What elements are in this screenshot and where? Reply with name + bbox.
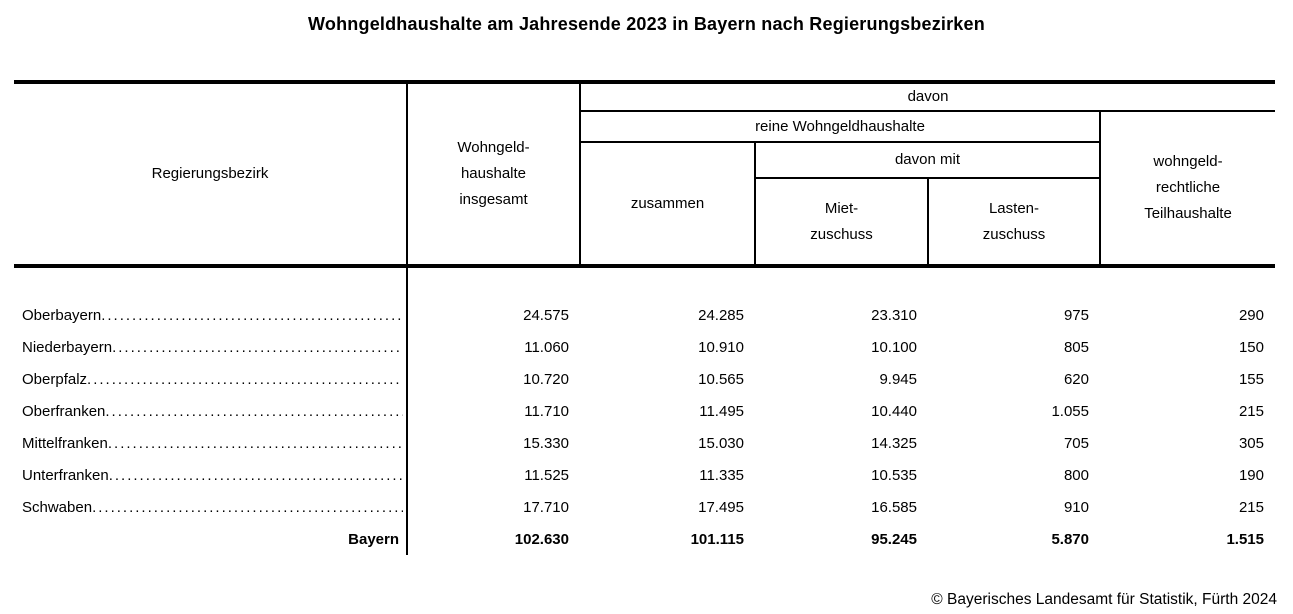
copyright-note: © Bayerisches Landesamt für Statistik, F… (931, 591, 1277, 608)
value-insgesamt: 11.525 (524, 466, 569, 484)
value-teilhaushalte: 215 (1238, 402, 1264, 420)
value-teilhaushalte: 215 (1238, 498, 1264, 516)
value-mietzuschuss: 10.440 (871, 402, 917, 420)
value-insgesamt: 11.710 (524, 402, 569, 420)
value-teilhaushalte: 155 (1238, 370, 1264, 388)
table-row: Oberbayern 24.575 24.285 23.310 975 290 (14, 299, 1275, 331)
dot-leader (92, 499, 403, 516)
value-teilhaushalte: 290 (1238, 306, 1264, 324)
value-insgesamt: 17.710 (523, 498, 569, 516)
value-insgesamt: 10.720 (523, 370, 569, 388)
col-header-mietzuschuss: Miet- zuschuss (755, 178, 929, 268)
value-lastenzuschuss: 1.055 (1051, 402, 1089, 420)
spacer-row (14, 266, 1275, 299)
value-insgesamt: 11.060 (524, 338, 569, 356)
region-label: Unterfranken (22, 466, 109, 484)
total-mietzuschuss: 95.245 (871, 530, 917, 548)
value-lastenzuschuss: 910 (1063, 498, 1089, 516)
value-zusammen: 11.495 (699, 402, 744, 420)
value-zusammen: 24.285 (698, 306, 744, 324)
table-row: Oberpfalz 10.720 10.565 9.945 620 155 (14, 363, 1275, 395)
value-lastenzuschuss: 705 (1063, 434, 1089, 452)
region-label: Oberfranken (22, 402, 106, 420)
value-lastenzuschuss: 800 (1063, 466, 1089, 484)
value-mietzuschuss: 10.100 (871, 338, 917, 356)
total-label: Bayern (14, 523, 408, 555)
value-lastenzuschuss: 620 (1063, 370, 1089, 388)
col-header-regierungsbezirk: Regierungsbezirk (14, 80, 408, 268)
value-mietzuschuss: 10.535 (871, 466, 917, 484)
region-label: Niederbayern (22, 338, 113, 356)
value-zusammen: 11.335 (699, 466, 744, 484)
value-mietzuschuss: 9.945 (879, 370, 917, 388)
table-body: Oberbayern 24.575 24.285 23.310 975 290 … (14, 266, 1275, 555)
value-zusammen: 15.030 (698, 434, 744, 452)
total-lastenzuschuss: 5.870 (1051, 530, 1089, 548)
value-mietzuschuss: 14.325 (871, 434, 917, 452)
table-row: Unterfranken 11.525 11.335 10.535 800 19… (14, 459, 1275, 491)
region-label: Schwaben (22, 498, 93, 516)
value-insgesamt: 15.330 (523, 434, 569, 452)
wohngeld-table: Regierungsbezirk Wohngeld- haushalte ins… (14, 80, 1275, 555)
value-insgesamt: 24.575 (523, 306, 569, 324)
col-header-lastenzuschuss: Lasten- zuschuss (928, 178, 1101, 268)
total-row: Bayern 102.630 101.115 95.245 5.870 1.51… (14, 523, 1275, 555)
total-insgesamt: 102.630 (514, 530, 569, 548)
dot-leader (87, 371, 403, 388)
col-header-davon-mit: davon mit (755, 142, 1101, 179)
table-row: Mittelfranken 15.330 15.030 14.325 705 3… (14, 427, 1275, 459)
dot-leader (112, 339, 403, 356)
table-header: Regierungsbezirk Wohngeld- haushalte ins… (14, 80, 1275, 268)
col-header-davon: davon (580, 80, 1275, 112)
value-lastenzuschuss: 975 (1063, 306, 1089, 324)
col-header-teilhaushalte: wohngeld- rechtliche Teilhaushalte (1099, 111, 1275, 268)
value-teilhaushalte: 190 (1238, 466, 1264, 484)
value-mietzuschuss: 23.310 (871, 306, 917, 324)
table-row: Schwaben 17.710 17.495 16.585 910 215 (14, 491, 1275, 523)
col-header-reine-wohngeldhaushalte: reine Wohngeldhaushalte (580, 111, 1101, 143)
col-header-insgesamt: Wohngeld- haushalte insgesamt (407, 80, 581, 268)
total-teilhaushalte: 1.515 (1226, 530, 1264, 548)
region-label: Oberbayern (22, 306, 102, 324)
value-teilhaushalte: 305 (1238, 434, 1264, 452)
region-label: Mittelfranken (22, 434, 108, 452)
table-row: Oberfranken 11.710 11.495 10.440 1.055 2… (14, 395, 1275, 427)
value-lastenzuschuss: 805 (1063, 338, 1089, 356)
total-zusammen: 101.115 (690, 530, 744, 548)
value-teilhaushalte: 150 (1238, 338, 1264, 356)
value-zusammen: 10.565 (698, 370, 744, 388)
region-label: Oberpfalz (22, 370, 88, 388)
table-row: Niederbayern 11.060 10.910 10.100 805 15… (14, 331, 1275, 363)
col-header-zusammen: zusammen (580, 142, 756, 268)
value-zusammen: 10.910 (698, 338, 744, 356)
value-mietzuschuss: 16.585 (871, 498, 917, 516)
document-page: Wohngeldhaushalte am Jahresende 2023 in … (0, 14, 1293, 614)
page-title: Wohngeldhaushalte am Jahresende 2023 in … (308, 14, 985, 34)
value-zusammen: 17.495 (698, 498, 744, 516)
dot-leader (108, 435, 403, 452)
dot-leader (105, 403, 403, 420)
dot-leader (101, 307, 403, 324)
dot-leader (109, 467, 403, 484)
